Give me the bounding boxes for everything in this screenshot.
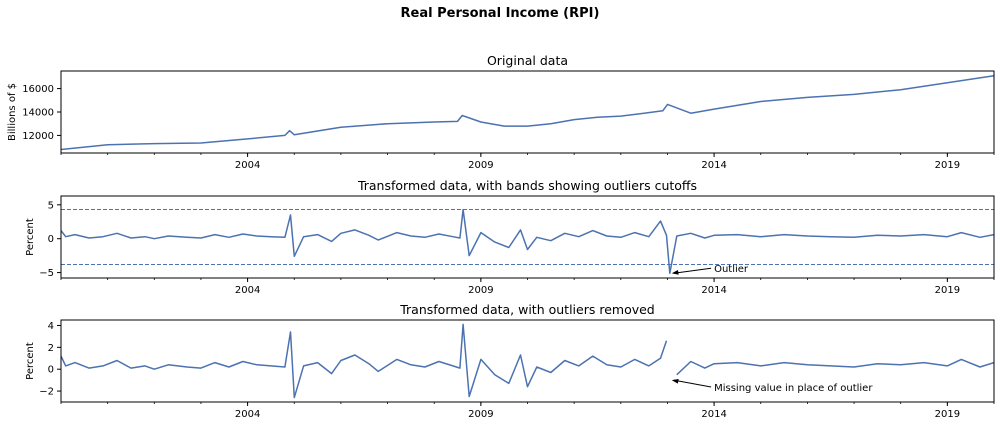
panel-title: Original data [487,53,568,68]
y-tick-label: 2 [48,343,54,354]
annotation-label: Outlier [714,264,749,275]
y-tick-label: −5 [39,268,54,279]
series-line [61,323,994,399]
x-tick-label: 2004 [235,409,260,420]
x-tick-label: 2014 [701,285,726,296]
series-line [61,208,994,275]
annotation-arrow-shaft [673,379,712,388]
y-tick-label: 5 [48,200,54,211]
x-tick-label: 2019 [935,409,960,420]
x-tick-label: 2014 [701,160,726,171]
x-tick-label: 2019 [935,160,960,171]
y-axis-label: Billions of $ [7,83,18,141]
x-tick-label: 2004 [235,160,260,171]
figure-title: Real Personal Income (RPI) [401,6,600,21]
y-tick-label: 0 [48,234,54,245]
x-tick-label: 2014 [701,409,726,420]
y-tick-label: 12000 [22,131,54,142]
x-tick-label: 2009 [468,160,493,171]
axes-frame [60,70,995,154]
annotation-label: Missing value in place of outlier [714,383,873,394]
panel-title: Transformed data, with bands showing out… [357,178,697,193]
y-tick-label: 16000 [22,84,54,95]
y-tick-label: 14000 [22,108,54,119]
annotation-arrow-head [671,378,679,384]
panel-title: Transformed data, with outliers removed [399,302,655,317]
annotation-arrow-shaft [673,267,712,274]
panel-outliers-removed: Transformed data, with outliers removed P… [25,302,995,420]
y-axis-label: Percent [25,218,36,256]
series-line [61,74,994,151]
y-axis-label: Percent [25,342,36,380]
x-tick-label: 2009 [468,285,493,296]
annotation-arrow-head [671,269,679,275]
y-tick-label: 0 [48,365,54,376]
x-tick-label: 2019 [935,285,960,296]
y-tick-label: 4 [48,321,54,332]
x-tick-label: 2004 [235,285,260,296]
panel-original-data: Original data Billions of $ 2004 2009 2014 20… [7,53,995,171]
panel-transformed-data: Transformed data, with bands showing out… [25,178,995,296]
x-tick-label: 2009 [468,409,493,420]
y-tick-label: −2 [39,387,54,398]
